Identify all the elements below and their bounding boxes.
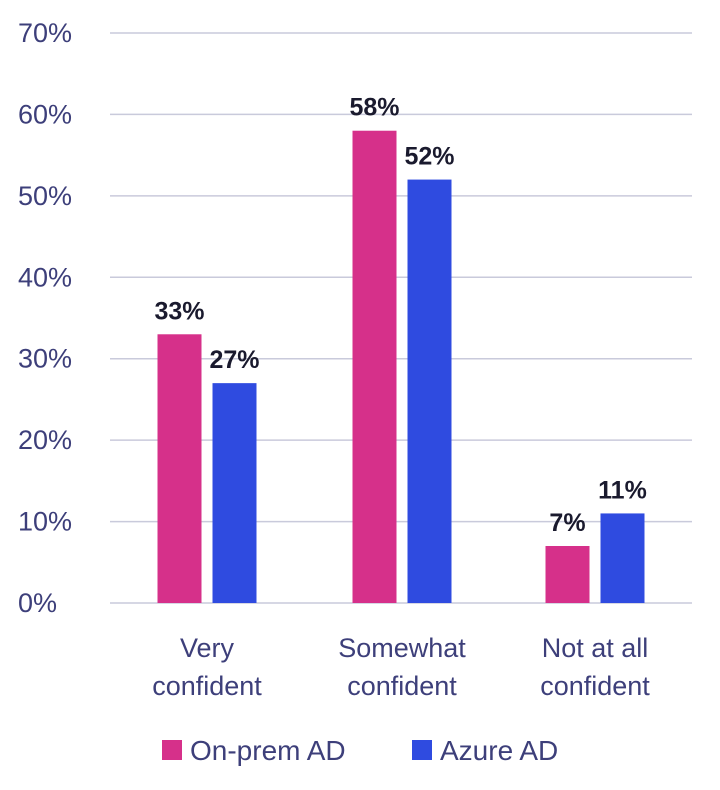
bar-azure-ad	[407, 179, 452, 604]
legend-label: On-prem AD	[190, 735, 346, 766]
bar-on-prem-ad	[352, 130, 397, 603]
x-category-label: Not at all confident	[540, 633, 650, 701]
bar-on-prem-ad	[545, 546, 590, 603]
y-tick-label: 10%	[18, 507, 72, 537]
y-tick-label: 20%	[18, 425, 72, 455]
y-tick-label: 70%	[18, 18, 72, 48]
y-tick-label: 0%	[18, 588, 57, 618]
bar-azure-ad	[212, 383, 257, 603]
y-tick-label: 30%	[18, 344, 72, 374]
y-axis-ticks: 0% 10% 20% 30% 40% 50% 60% 70%	[18, 18, 72, 618]
grid	[110, 32, 692, 604]
legend-swatch	[412, 740, 432, 760]
data-label: 7%	[549, 509, 585, 537]
x-category-label: Somewhat confident	[338, 633, 466, 701]
x-axis-categories: Very confident Somewhat confident Not at all…	[152, 633, 650, 701]
legend: On-prem AD Azure AD	[162, 735, 558, 766]
data-label: 27%	[209, 346, 259, 374]
bar-azure-ad	[600, 513, 645, 603]
data-labels: 33% 58% 7% 27% 52% 11%	[154, 94, 646, 537]
y-tick-label: 60%	[18, 99, 72, 129]
y-tick-label: 40%	[18, 262, 72, 292]
legend-label: Azure AD	[440, 735, 558, 766]
data-label: 52%	[404, 143, 454, 171]
bars	[157, 130, 645, 604]
bar-on-prem-ad	[157, 334, 202, 603]
data-label: 58%	[349, 94, 399, 122]
legend-swatch	[162, 740, 182, 760]
data-label: 33%	[154, 297, 204, 325]
data-label: 11%	[598, 476, 647, 504]
y-tick-label: 50%	[18, 181, 72, 211]
x-category-label: Very confident	[152, 633, 262, 701]
